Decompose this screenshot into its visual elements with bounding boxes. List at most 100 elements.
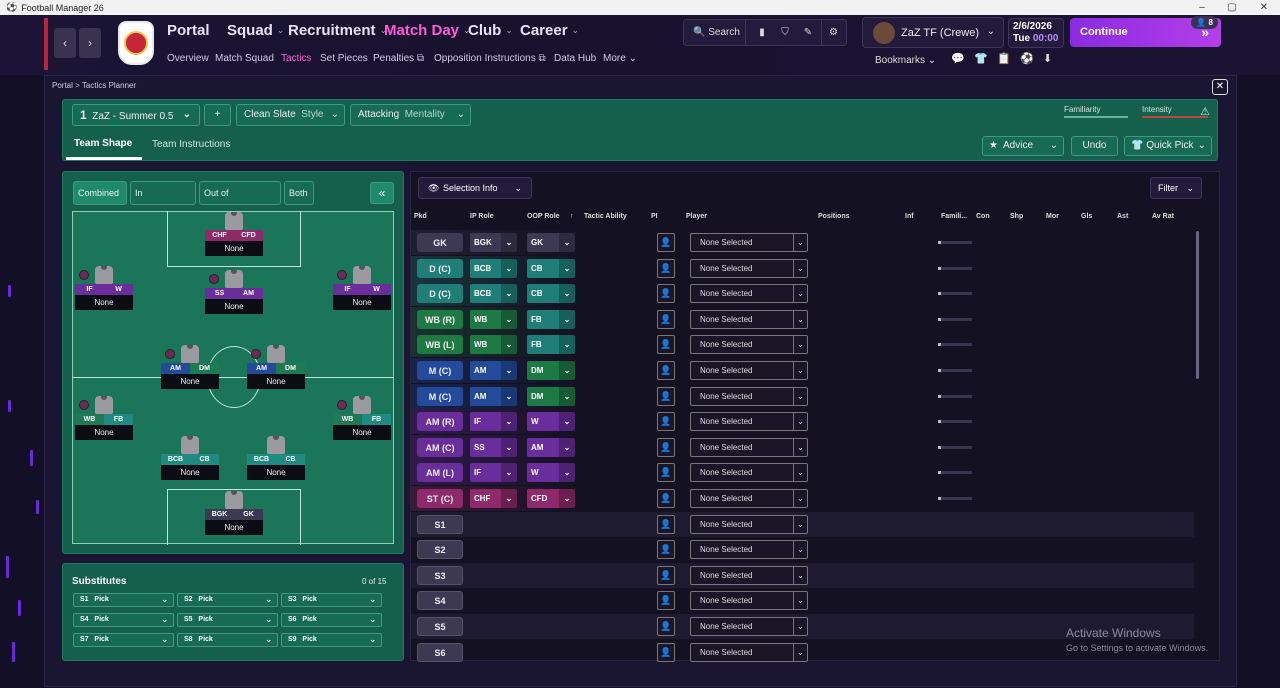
- intensity-meter[interactable]: Intensity ⚠: [1142, 105, 1210, 118]
- pen-icon[interactable]: ✎: [803, 27, 813, 38]
- picked-position[interactable]: S4: [417, 591, 463, 611]
- picked-position[interactable]: GK: [417, 233, 463, 252]
- subnav-opposition-instructions[interactable]: Opposition Instructions ⧉: [434, 53, 546, 64]
- player-instructions-icon[interactable]: 👤: [657, 514, 675, 534]
- nav-portal[interactable]: Portal: [167, 22, 210, 39]
- column-header[interactable]: IP Role: [470, 213, 494, 220]
- subnav-more[interactable]: More ⌄: [603, 53, 637, 64]
- player-instructions-icon[interactable]: 👤: [657, 463, 675, 483]
- oop-role-select[interactable]: CFD ⌄: [527, 489, 575, 508]
- oop-role-select[interactable]: AM ⌄: [527, 437, 575, 457]
- player-instructions-icon[interactable]: 👤: [657, 642, 675, 662]
- picked-position[interactable]: WB (R): [417, 309, 463, 329]
- subnav-penalties[interactable]: Penalties ⧉: [373, 53, 424, 64]
- subnav-tactics[interactable]: Tactics: [281, 53, 312, 64]
- clipboard-icon[interactable]: 📋: [997, 53, 1011, 65]
- tab-team-instructions[interactable]: Team Instructions: [152, 139, 231, 150]
- pitch-player-slot[interactable]: WB FB None: [333, 396, 391, 440]
- oop-role-select[interactable]: CB ⌄: [527, 284, 575, 304]
- pitch-player-slot[interactable]: AM DM None: [161, 345, 219, 389]
- download-icon[interactable]: ⬇: [1043, 53, 1053, 65]
- table-row[interactable]: S1 👤 None Selected ⌄: [411, 511, 1194, 537]
- pitch-player-slot[interactable]: BGK GK None: [205, 491, 263, 535]
- column-header[interactable]: Pkd: [414, 213, 427, 220]
- player-select[interactable]: None Selected ⌄: [690, 386, 808, 406]
- tab-out-of-possession[interactable]: Out of Possession: [199, 181, 281, 220]
- player-instructions-icon[interactable]: 👤: [657, 309, 675, 329]
- column-header[interactable]: Tactic Ability: [584, 213, 627, 220]
- table-row[interactable]: S5 👤 None Selected ⌄: [411, 614, 1194, 639]
- quick-pick-button[interactable]: 👕 Quick Pick ⌄: [1124, 136, 1212, 156]
- nav-squad[interactable]: Squad ⌄: [227, 22, 284, 39]
- picked-position[interactable]: D (C): [417, 258, 463, 278]
- gear-icon[interactable]: ⚙: [821, 20, 845, 45]
- player-select[interactable]: None Selected ⌄: [690, 412, 808, 432]
- game-date[interactable]: 2/6/2026 Tue 00:00: [1008, 18, 1064, 48]
- bookmarks-menu[interactable]: Bookmarks ⌄: [875, 55, 936, 66]
- picked-position[interactable]: AM (L): [417, 463, 463, 483]
- picked-position[interactable]: ST (C): [417, 489, 463, 508]
- column-header[interactable]: Av Rat: [1152, 213, 1174, 220]
- player-instructions-icon[interactable]: 👤: [657, 540, 675, 560]
- column-header[interactable]: Positions: [818, 213, 850, 220]
- table-row[interactable]: S6 👤 None Selected ⌄: [411, 640, 1194, 665]
- player-instructions-icon[interactable]: 👤: [657, 591, 675, 611]
- player-instructions-icon[interactable]: 👤: [657, 412, 675, 432]
- forward-button[interactable]: ›: [79, 28, 101, 58]
- selection-info-select[interactable]: 👁 Selection Info ⌄: [418, 177, 532, 199]
- back-button[interactable]: ‹: [54, 28, 76, 58]
- ip-role-select[interactable]: BCB ⌄: [470, 258, 517, 278]
- oop-role-select[interactable]: GK ⌄: [527, 233, 575, 252]
- tactic-select[interactable]: 1 ZaZ - Summer 0.5 ⌄: [72, 104, 200, 126]
- table-row[interactable]: WB (L) WB ⌄ FB ⌄ 👤 None Selected ⌄: [411, 332, 1194, 358]
- pitch-player-slot[interactable]: CHF CFD None: [205, 212, 263, 256]
- picked-position[interactable]: S3: [417, 565, 463, 585]
- player-select[interactable]: None Selected ⌄: [690, 540, 808, 560]
- picked-position[interactable]: S1: [417, 514, 463, 534]
- table-row[interactable]: M (C) AM ⌄ DM ⌄ 👤 None Selected ⌄: [411, 358, 1194, 383]
- column-header[interactable]: Shp: [1010, 213, 1024, 220]
- substitute-select[interactable]: S6 Pick ⌄: [281, 613, 382, 627]
- undo-button[interactable]: Undo: [1071, 136, 1118, 156]
- pitch-player-slot[interactable]: IF W None: [333, 266, 391, 310]
- shield-icon[interactable]: ⛉: [781, 27, 789, 38]
- oop-role-select[interactable]: FB ⌄: [527, 309, 575, 329]
- table-row[interactable]: S4 👤 None Selected ⌄: [411, 588, 1194, 613]
- pitch-player-slot[interactable]: SS AM None: [205, 270, 263, 314]
- search-button[interactable]: 🔍 Search: [684, 20, 746, 45]
- substitute-select[interactable]: S5 Pick ⌄: [177, 613, 278, 627]
- football-icon[interactable]: ⚽: [1020, 53, 1034, 65]
- pitch-player-slot[interactable]: IF W None: [75, 266, 133, 310]
- player-select[interactable]: None Selected ⌄: [690, 617, 808, 636]
- player-select[interactable]: None Selected ⌄: [690, 514, 808, 534]
- player-select[interactable]: None Selected ⌄: [690, 335, 808, 355]
- player-instructions-icon[interactable]: 👤: [657, 617, 675, 636]
- substitute-select[interactable]: S7 Pick ⌄: [73, 633, 174, 647]
- ip-role-select[interactable]: CHF ⌄: [470, 489, 517, 508]
- player-instructions-icon[interactable]: 👤: [657, 437, 675, 457]
- club-crest[interactable]: [118, 21, 154, 65]
- filter-button[interactable]: Filter ⌄: [1150, 177, 1202, 199]
- table-row[interactable]: D (C) BCB ⌄ CB ⌄ 👤 None Selected ⌄: [411, 255, 1194, 281]
- chat-icon[interactable]: 💬: [951, 53, 965, 65]
- picked-position[interactable]: S6: [417, 642, 463, 662]
- picked-position[interactable]: M (C): [417, 361, 463, 380]
- column-header[interactable]: Con: [976, 213, 990, 220]
- nav-career[interactable]: Career ⌄: [520, 22, 579, 39]
- player-instructions-icon[interactable]: 👤: [657, 386, 675, 406]
- close-window-icon[interactable]: ✕: [1259, 2, 1269, 13]
- column-header[interactable]: Ast: [1117, 213, 1129, 220]
- column-header[interactable]: Player: [686, 213, 708, 220]
- oop-role-select[interactable]: DM ⌄: [527, 361, 575, 380]
- tab-in-possession[interactable]: In Possession: [130, 181, 196, 220]
- oop-role-select[interactable]: W ⌄: [527, 463, 575, 483]
- picked-position[interactable]: D (C): [417, 284, 463, 304]
- close-icon[interactable]: ✕: [1212, 79, 1228, 95]
- table-row[interactable]: S2 👤 None Selected ⌄: [411, 537, 1194, 562]
- ip-role-select[interactable]: BGK ⌄: [470, 233, 517, 252]
- picked-position[interactable]: M (C): [417, 386, 463, 406]
- player-select[interactable]: None Selected ⌄: [690, 258, 808, 278]
- table-row[interactable]: M (C) AM ⌄ DM ⌄ 👤 None Selected ⌄: [411, 383, 1194, 409]
- table-row[interactable]: GK BGK ⌄ GK ⌄ 👤 None Selected ⌄: [411, 230, 1194, 255]
- column-header[interactable]: PI: [651, 213, 658, 220]
